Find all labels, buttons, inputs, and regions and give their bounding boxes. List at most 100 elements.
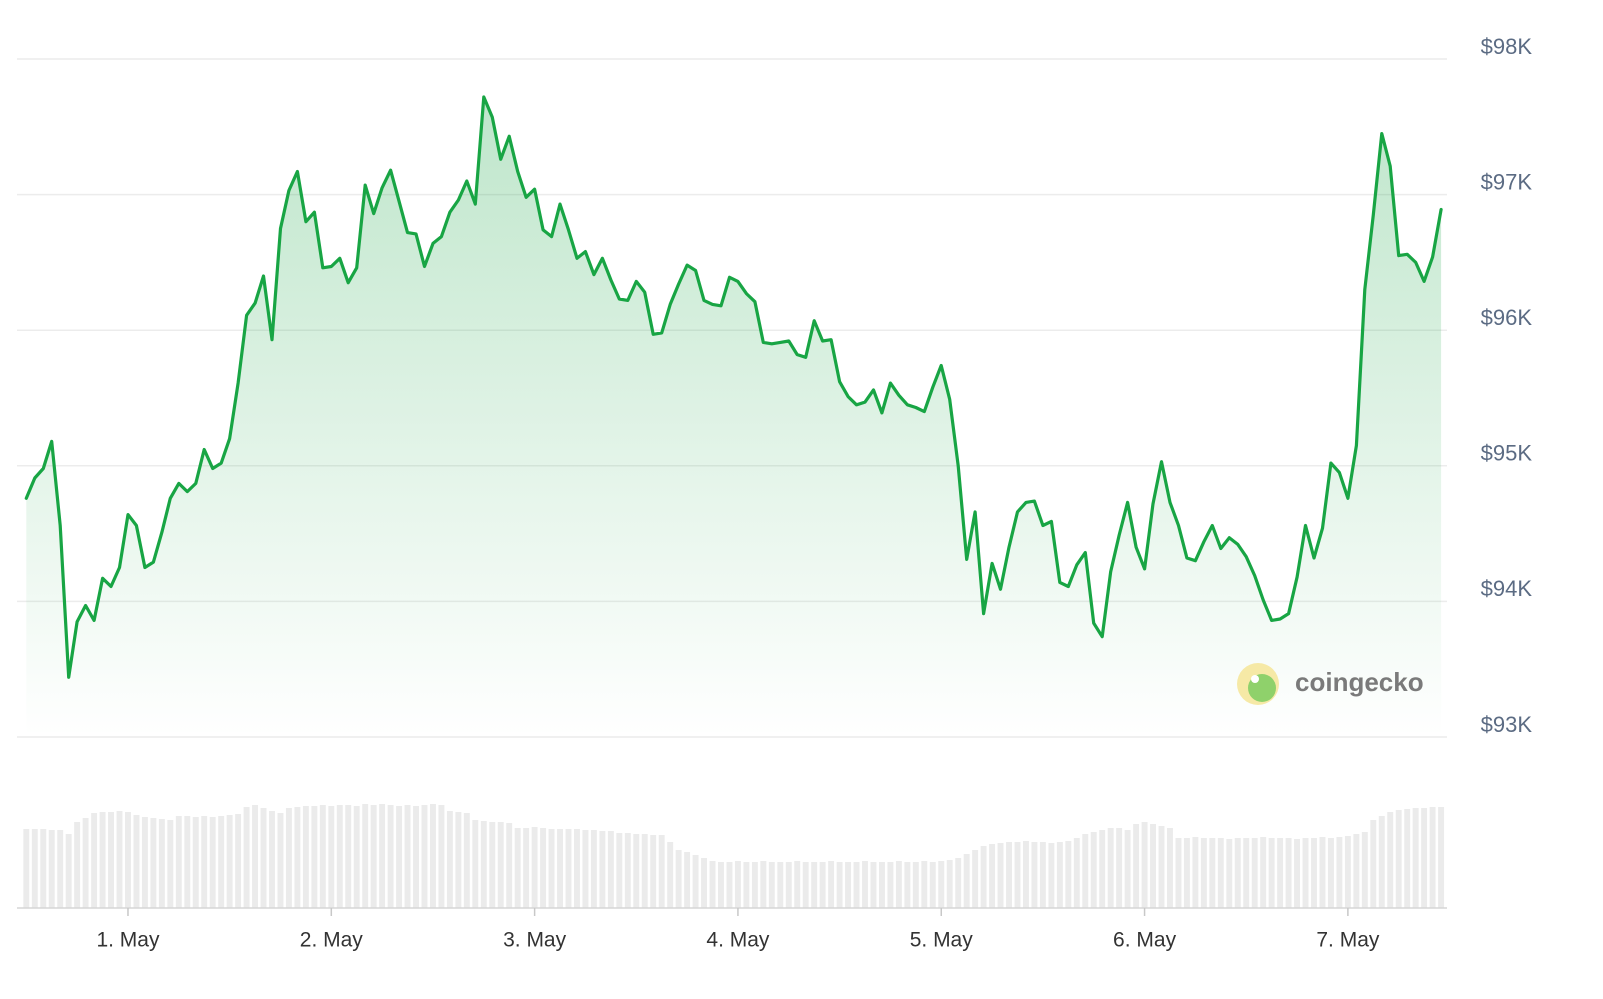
volume-bar	[667, 842, 674, 908]
volume-bar	[692, 855, 699, 908]
volume-bar	[1226, 839, 1233, 908]
volume-bar	[785, 862, 792, 908]
volume-bar	[260, 808, 267, 908]
volume-bar	[74, 822, 81, 908]
volume-bar	[1404, 809, 1411, 908]
x-tick-label: 3. May	[503, 929, 567, 952]
volume-bar	[31, 829, 38, 908]
volume-bar	[1336, 837, 1343, 908]
volume-bar	[1073, 838, 1080, 908]
volume-bar	[489, 822, 496, 908]
volume-bar	[1048, 843, 1055, 908]
volume-bar	[1268, 838, 1275, 908]
volume-bar	[57, 830, 64, 908]
volume-bar	[616, 833, 623, 908]
volume-bar	[336, 805, 343, 908]
volume-bar	[574, 829, 580, 908]
volume-bar	[1090, 832, 1097, 908]
volume-bar	[904, 862, 911, 908]
volume-bar	[997, 843, 1004, 908]
volume-bar	[396, 806, 403, 908]
volume-bar	[82, 818, 89, 908]
price-area	[26, 97, 1442, 737]
volume-bar	[1158, 826, 1165, 908]
volume-bar	[1370, 820, 1377, 908]
volume-bar	[972, 850, 979, 908]
volume-bar	[1099, 830, 1106, 908]
volume-bar	[1039, 842, 1046, 908]
volume-bar	[497, 822, 504, 908]
volume-bar	[48, 830, 55, 908]
volume-bar	[845, 862, 852, 908]
volume-bar	[751, 862, 758, 908]
volume-bar	[582, 830, 589, 908]
volume-bar	[167, 820, 174, 908]
volume-bar	[446, 811, 453, 908]
volume-bar	[125, 812, 131, 908]
volume-bar	[1006, 842, 1012, 908]
volume-bar	[514, 828, 521, 908]
volume-bar	[887, 862, 894, 908]
volume-bar	[1429, 807, 1436, 908]
volume-bar	[921, 861, 928, 908]
volume-bar	[285, 808, 292, 908]
volume-bar	[277, 813, 284, 908]
volume-bar	[1438, 807, 1445, 908]
volume-bar	[912, 862, 919, 908]
volume-bar	[1412, 808, 1419, 908]
volume-bar	[658, 835, 665, 908]
volume-bar	[269, 811, 275, 908]
volume-bar	[1065, 841, 1072, 908]
volume-bar	[302, 806, 309, 908]
volume-bar	[192, 817, 199, 908]
volume-bar	[1395, 810, 1402, 908]
volume-bar	[794, 861, 801, 908]
volume-bar	[777, 862, 784, 908]
y-tick-label: $97K	[1481, 169, 1533, 194]
volume-bar	[828, 861, 835, 908]
volume-bar	[1150, 824, 1157, 908]
volume-bar	[531, 827, 538, 908]
volume-bar	[802, 862, 809, 908]
volume-bar	[760, 861, 767, 908]
volume-bar	[565, 829, 572, 908]
volume-bar	[141, 817, 148, 908]
volume-bar	[1022, 841, 1029, 908]
volume-bar	[1082, 834, 1089, 908]
volume-bar	[218, 816, 225, 908]
volume-bar	[184, 816, 191, 908]
volume-bar	[1251, 838, 1258, 908]
volume-bar	[1285, 838, 1292, 908]
volume-bar	[226, 815, 233, 908]
volume-bar	[23, 829, 30, 908]
volume-bar	[311, 806, 318, 908]
logo-eye	[1251, 675, 1259, 683]
volume-bar	[1378, 816, 1385, 908]
volume-bar	[650, 835, 657, 908]
volume-bar	[1243, 838, 1250, 908]
volume-bar	[1217, 838, 1224, 908]
volume-bar	[1200, 838, 1207, 908]
volume-bar	[862, 861, 868, 908]
volume-bar	[65, 834, 72, 908]
volume-bar	[150, 818, 157, 908]
volume-bar	[1183, 838, 1190, 908]
volume-bar	[1124, 830, 1131, 908]
volume-bar	[463, 813, 470, 908]
y-tick-label: $95K	[1481, 441, 1533, 466]
volume-bar	[370, 805, 377, 908]
volume-bar	[718, 862, 724, 908]
volume-bar	[895, 861, 902, 908]
volume-bar	[811, 862, 818, 908]
watermark-text: coingecko	[1295, 667, 1424, 697]
volume-bar	[1311, 838, 1317, 908]
volume-bar	[294, 807, 301, 908]
volume-bar	[1353, 834, 1360, 908]
volume-bar	[99, 812, 106, 908]
volume-bar	[1141, 822, 1148, 908]
volume-bar	[607, 831, 614, 908]
volume-bar	[938, 861, 945, 908]
volume-bar	[40, 829, 47, 908]
volume-bar	[955, 858, 962, 908]
x-tick-label: 7. May	[1316, 929, 1380, 952]
